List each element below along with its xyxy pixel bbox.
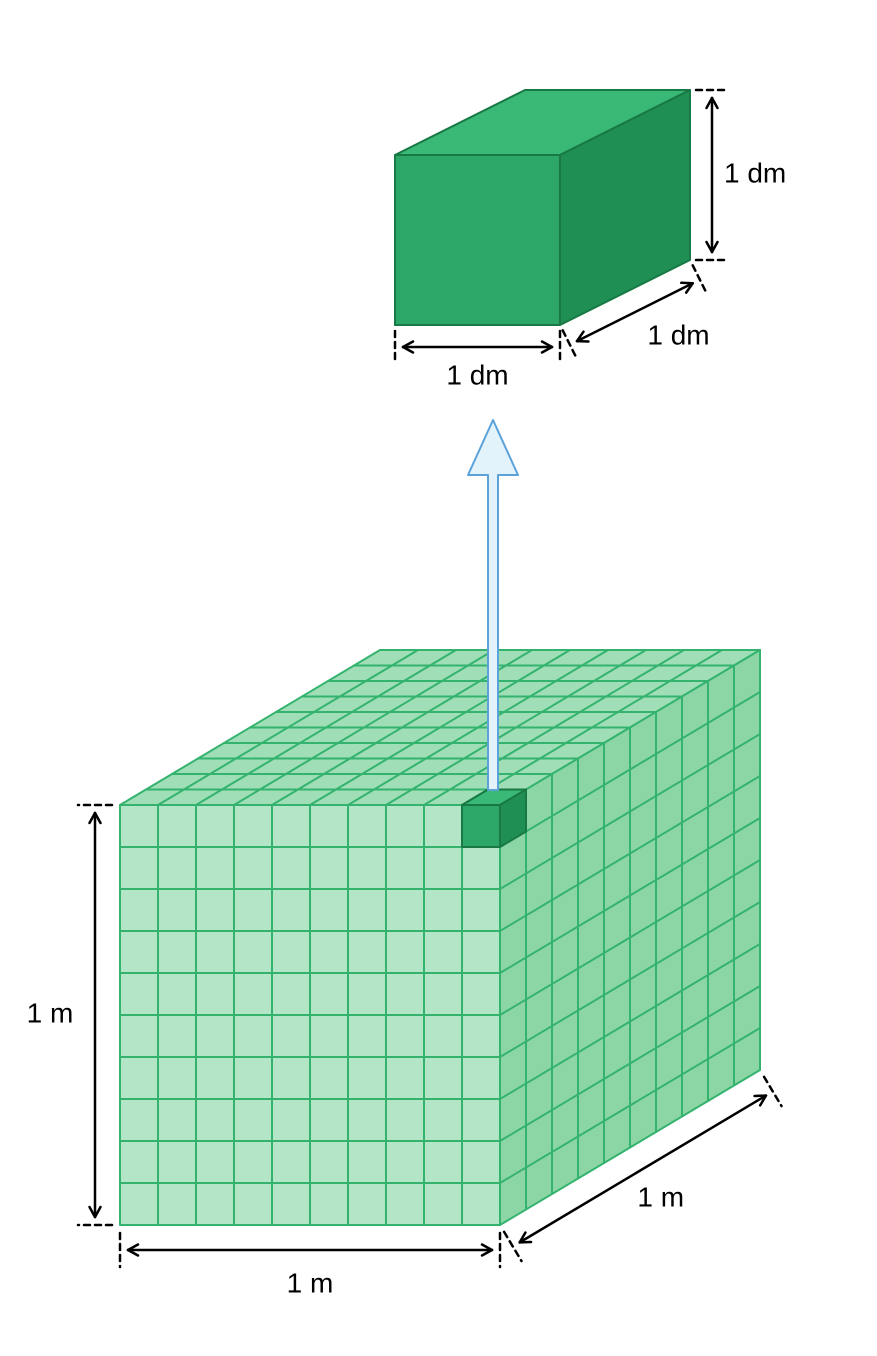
figure-canvas: 1 m 1 m 1 m 1 dm 1 dm 1 dm xyxy=(0,0,877,1356)
big-cube xyxy=(120,650,760,1225)
small-cube-width-label: 1 dm xyxy=(446,359,508,390)
big-cube-depth-label: 1 m xyxy=(637,1181,684,1212)
small-cube-depth-label: 1 dm xyxy=(647,320,709,351)
big-cube-width-label: 1 m xyxy=(287,1267,334,1298)
small-cube-height-label: 1 dm xyxy=(724,157,786,188)
big-cube-height-label: 1 m xyxy=(27,997,74,1028)
small-cube xyxy=(395,90,690,325)
highlighted-unit-cube xyxy=(462,790,526,848)
